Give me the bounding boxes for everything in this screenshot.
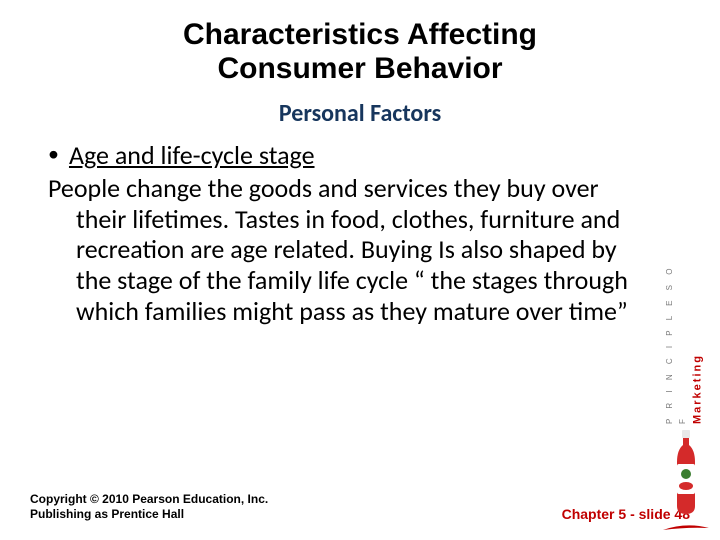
brand-name: Marketing (692, 354, 704, 424)
slide-title: Characteristics Affecting Consumer Behav… (30, 18, 690, 85)
slide: Characteristics Affecting Consumer Behav… (0, 0, 720, 540)
bullet-text: Age and life-cycle stage (69, 140, 315, 171)
title-line-2: Consumer Behavior (217, 52, 502, 85)
ketchup-bottle-icon (671, 430, 701, 516)
copyright: Copyright © 2010 Pearson Education, Inc.… (30, 492, 268, 522)
body-area: • Age and life-cycle stage People change… (30, 140, 650, 326)
slide-subtitle: Personal Factors (30, 99, 690, 128)
brand-sidebar: P R I N C I P L E S O F Marketing (658, 256, 714, 526)
bullet-dot-icon: • (48, 140, 59, 169)
brand-small-text: P R I N C I P L E S O F (665, 265, 687, 424)
bullet-item: • Age and life-cycle stage (48, 140, 640, 171)
copyright-line-2: Publishing as Prentice Hall (30, 507, 184, 521)
title-line-1: Characteristics Affecting (183, 18, 537, 51)
copyright-line-1: Copyright © 2010 Pearson Education, Inc. (30, 492, 268, 506)
swoosh-icon (663, 518, 709, 526)
body-paragraph: People change the goods and services the… (48, 173, 640, 326)
brand-vertical-text: P R I N C I P L E S O F Marketing (664, 256, 707, 424)
footer: Copyright © 2010 Pearson Education, Inc.… (30, 492, 690, 522)
